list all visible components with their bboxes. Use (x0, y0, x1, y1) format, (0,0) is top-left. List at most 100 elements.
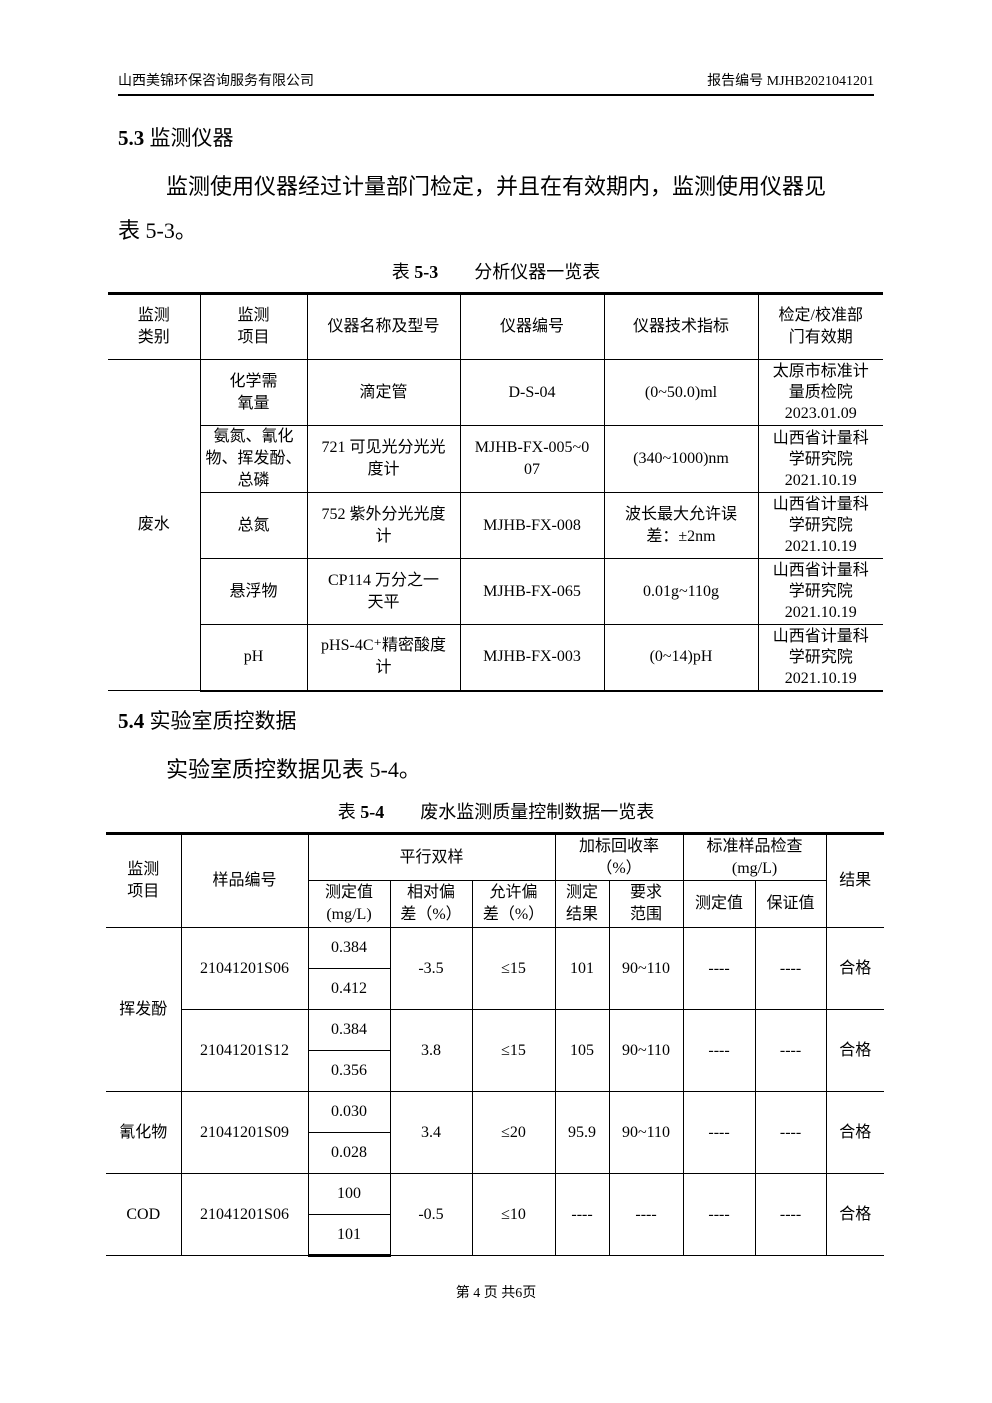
table-row: 挥发酚 21041201S06 0.384 -3.5 ≤15 101 90~110 ---- -… (106, 927, 885, 1092)
sample-id-cell: 21041201S06 (180, 1173, 309, 1256)
item-cell: 氨氮、氰化 物、挥发酚、 总磷 (199, 425, 308, 493)
table-5-3-caption: 表 5-3 分析仪器一览表 (391, 262, 601, 282)
item-cell: 化学需 氧量 (199, 359, 308, 426)
column-header: 平行双样 (307, 832, 556, 881)
spec-cell: 波长最大允许误 差：±2nm (603, 492, 759, 559)
column-header: 仪器编号 (459, 292, 605, 360)
column-header: 监测 项目 (199, 292, 308, 360)
column-header: 测定值 (682, 880, 756, 928)
std_m-cell: ---- (682, 927, 756, 1010)
spec-cell: (0~14)pH (603, 624, 759, 692)
column-header: 允许偏 差（%） (471, 880, 556, 928)
rel-cell: -0.5 (389, 1173, 473, 1256)
column-header: 标准样品检查 (mg/L) (682, 832, 827, 881)
column-header: 监测 类别 (108, 292, 201, 360)
id-cell: MJHB-FX-003 (459, 624, 605, 692)
table-row: 101 (106, 1214, 884, 1257)
column-header: 结果 (825, 832, 885, 928)
table-row: pH pHS-4C⁺精密酸度 计 MJHB-FX-003 (0~14)pH 山西省计量科… (108, 624, 883, 692)
category-cell: 废水 (108, 359, 201, 691)
id-cell: D-S-04 (459, 359, 605, 426)
measured-value-cell: 0.384 (307, 927, 391, 969)
allow-cell: ≤15 (471, 1009, 556, 1092)
result-cell: 合格 (825, 927, 885, 1010)
header-divider (118, 94, 874, 96)
name-cell: 752 紫外分光光度 计 (306, 492, 461, 559)
measured-value-cell: 0.028 (307, 1132, 391, 1174)
std_g-cell: ---- (754, 1091, 827, 1174)
table-row: 总氮 752 紫外分光光度 计 MJHB-FX-008 波长最大允许误 差：±2nm 山… (108, 492, 883, 559)
allow-cell: ≤15 (471, 927, 556, 1010)
column-header: 测定值 (mg/L) (307, 880, 391, 928)
sample-id-cell: 21041201S06 (180, 927, 309, 1010)
paragraph-line: 表 5-3。 (118, 218, 197, 243)
table-row: 氰化物 21041201S09 0.030 3.4 ≤20 95.9 90~110 ---- -… (106, 1091, 885, 1174)
column-header: 保证值 (754, 880, 827, 928)
table-row: COD 21041201S06 100 -0.5 ≤10 ---- ---- ---- ----… (106, 1173, 885, 1256)
paragraph-line: 监测使用仪器经过计量部门检定，并且在有效期内，监测使用仪器见 (166, 174, 827, 199)
name-cell: 721 可见光分光光 度计 (306, 425, 461, 493)
cal-cell: 山西省计量科 学研究院 2021.10.19 (757, 492, 883, 559)
table-row: 悬浮物 CP114 万分之一 天平 MJHB-FX-065 0.01g~110g 山西省… (108, 558, 883, 625)
id-cell: MJHB-FX-008 (459, 492, 605, 559)
spec-cell: (340~1000)nm (603, 425, 759, 493)
qc-data-table: 监测 项目 样品编号 平行双样 加标回收率 （%） 标准样品检查 (mg/L) 结果 测定值… (106, 832, 885, 1257)
range-cell: 90~110 (608, 1009, 684, 1092)
measured-value-cell: 0.030 (307, 1091, 391, 1133)
range-cell: 90~110 (608, 927, 684, 1010)
column-header: 样品编号 (180, 832, 309, 928)
result-cell: 合格 (825, 1009, 885, 1092)
rel-cell: 3.8 (389, 1009, 473, 1092)
std_m-cell: ---- (682, 1173, 756, 1256)
instrument-table: 监测 类别 监测 项目 仪器名称及型号 仪器编号 仪器技术指标 检定/校准部 门有效期 废水… (108, 292, 883, 692)
table-row: 废水 化学需 氧量 滴定管 D-S-04 (0~50.0)ml 太原市标准计 量质检院 2… (108, 359, 883, 691)
cal-cell: 太原市标准计 量质检院 2023.01.09 (757, 359, 883, 426)
column-header: 检定/校准部 门有效期 (757, 292, 883, 360)
paragraph-line: 实验室质控数据见表 5-4。 (166, 757, 421, 782)
cal-cell: 山西省计量科 学研究院 2021.10.19 (757, 425, 883, 493)
table-5-4-caption: 表 5-4 废水监测质量控制数据一览表 (337, 802, 655, 822)
column-header: 测定 结果 (554, 880, 610, 928)
item-cell: 挥发酚 (106, 927, 182, 1092)
name-cell: 滴定管 (306, 359, 461, 426)
spec-cell: 0.01g~110g (603, 558, 759, 625)
range-cell: ---- (608, 1173, 684, 1256)
item-cell: COD (106, 1173, 182, 1256)
header-report-number: 报告编号 MJHB2021041201 (707, 74, 874, 89)
spike-cell: 101 (554, 927, 610, 1010)
page-footer: 第 4 页 共6页 (455, 1286, 537, 1301)
sample-id-cell: 21041201S12 (180, 1009, 309, 1092)
name-cell: CP114 万分之一 天平 (306, 558, 461, 625)
result-cell: 合格 (825, 1091, 885, 1174)
std_g-cell: ---- (754, 1173, 827, 1256)
measured-value-cell: 0.412 (307, 968, 391, 1010)
spike-cell: 95.9 (554, 1091, 610, 1174)
column-header: 要求 范围 (608, 880, 684, 928)
item-cell: 悬浮物 (199, 558, 308, 625)
std_g-cell: ---- (754, 927, 827, 1010)
column-header: 相对偏 差（%） (389, 880, 473, 928)
item-cell: pH (199, 624, 308, 692)
header-row: 监测 类别 监测 项目 仪器名称及型号 仪器编号 仪器技术指标 检定/校准部 门有效期 (108, 292, 883, 360)
header-company: 山西美锦环保咨询服务有限公司 (118, 74, 314, 89)
section-title: 监测仪器 (149, 126, 234, 150)
section-number: 5.4 (118, 709, 145, 733)
column-header: 加标回收率 （%） (554, 832, 684, 881)
measured-value-cell: 101 (307, 1214, 391, 1257)
table-row: 0.356 (106, 1050, 884, 1092)
section-5-3-heading: 5.3 监测仪器 (118, 122, 234, 152)
rel-cell: 3.4 (389, 1091, 473, 1174)
measured-value-cell: 100 (307, 1173, 391, 1215)
allow-cell: ≤20 (471, 1091, 556, 1174)
result-cell: 合格 (825, 1173, 885, 1256)
section-number: 5.3 (118, 126, 145, 150)
rel-cell: -3.5 (389, 927, 473, 1010)
table-row: 21041201S12 0.384 3.8 ≤15 105 90~110 ---- ---- 合… (106, 1009, 885, 1092)
std_m-cell: ---- (682, 1009, 756, 1092)
range-cell: 90~110 (608, 1091, 684, 1174)
item-cell: 总氮 (199, 492, 308, 559)
sample-id-cell: 21041201S09 (180, 1091, 309, 1174)
name-cell: pHS-4C⁺精密酸度 计 (306, 624, 461, 692)
measured-value-cell: 0.356 (307, 1050, 391, 1092)
